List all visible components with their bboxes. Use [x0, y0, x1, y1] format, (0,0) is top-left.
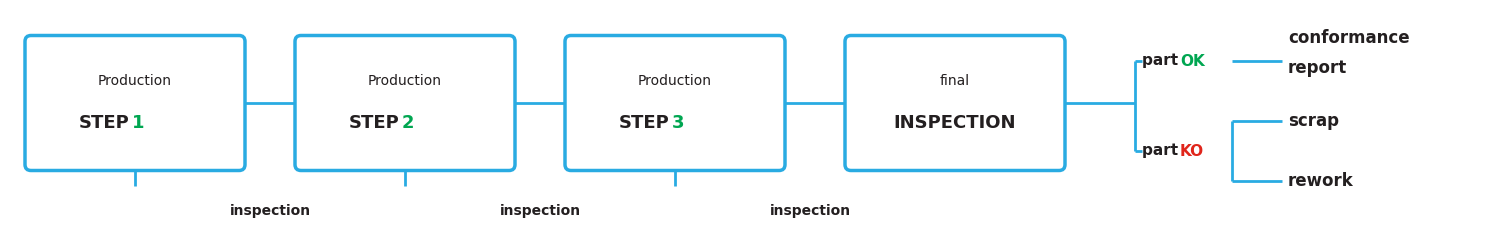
Text: part: part	[1142, 144, 1184, 158]
FancyBboxPatch shape	[844, 35, 1065, 171]
Text: inspection: inspection	[230, 204, 310, 218]
Text: conformance: conformance	[1288, 29, 1410, 47]
Text: report: report	[1288, 59, 1347, 77]
Text: 1: 1	[132, 114, 144, 132]
Text: KO: KO	[1180, 144, 1204, 158]
Text: 2: 2	[402, 114, 414, 132]
Text: Production: Production	[638, 74, 712, 88]
FancyBboxPatch shape	[566, 35, 784, 171]
Text: rework: rework	[1288, 172, 1353, 190]
Text: Production: Production	[368, 74, 442, 88]
Text: OK: OK	[1180, 54, 1204, 69]
Text: 3: 3	[672, 114, 684, 132]
Text: part: part	[1142, 54, 1184, 69]
Text: STEP: STEP	[350, 114, 400, 132]
Text: STEP: STEP	[80, 114, 130, 132]
Text: Production: Production	[98, 74, 172, 88]
Text: final: final	[940, 74, 970, 88]
FancyBboxPatch shape	[296, 35, 514, 171]
Text: scrap: scrap	[1288, 112, 1340, 130]
Text: inspection: inspection	[500, 204, 580, 218]
FancyBboxPatch shape	[26, 35, 245, 171]
Text: STEP: STEP	[620, 114, 670, 132]
Text: inspection: inspection	[770, 204, 850, 218]
Text: INSPECTION: INSPECTION	[894, 114, 1017, 132]
